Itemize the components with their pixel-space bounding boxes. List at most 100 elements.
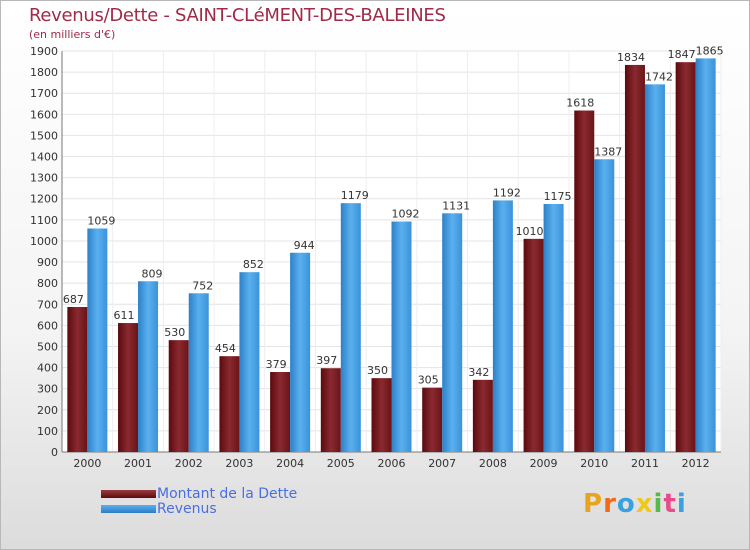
proxiti-logo: Proxiti — [583, 489, 687, 519]
data-label-revenus: 1092 — [392, 208, 420, 221]
data-label-revenus: 809 — [142, 267, 163, 280]
data-label-dette: 1010 — [516, 225, 544, 238]
y-tick-label: 1800 — [30, 66, 58, 79]
x-tick-label: 2004 — [276, 457, 304, 470]
data-label-dette: 687 — [63, 293, 84, 306]
data-label-revenus: 1387 — [594, 145, 622, 158]
x-tick-label: 2008 — [479, 457, 507, 470]
logo-letter: t — [663, 489, 677, 519]
x-tick-label: 2006 — [378, 457, 406, 470]
y-tick-label: 1700 — [30, 87, 58, 100]
x-tick-label: 2000 — [73, 457, 101, 470]
data-label-revenus: 852 — [243, 258, 264, 271]
x-tick-label: 2012 — [682, 457, 710, 470]
data-label-dette: 1618 — [566, 97, 594, 110]
data-label-revenus: 944 — [294, 239, 315, 252]
y-tick-label: 700 — [37, 298, 58, 311]
x-tick-label: 2009 — [530, 457, 558, 470]
y-tick-label: 600 — [37, 319, 58, 332]
bar-revenus — [87, 228, 108, 452]
data-label-revenus: 752 — [192, 279, 213, 292]
logo-letter: x — [635, 489, 654, 519]
y-tick-label: 1900 — [30, 45, 58, 58]
bar-revenus — [340, 203, 361, 452]
data-label-dette: 342 — [468, 366, 489, 379]
bar-revenus — [492, 200, 513, 452]
legend-label-dette: Montant de la Dette — [157, 486, 298, 502]
y-tick-label: 1600 — [30, 108, 58, 121]
bar-dette — [624, 64, 645, 452]
legend-label-revenus: Revenus — [157, 501, 217, 517]
bar-dette — [523, 238, 544, 452]
data-label-dette: 379 — [266, 358, 287, 371]
legend-swatch-dette — [101, 490, 156, 498]
bar-dette — [67, 307, 88, 452]
data-label-revenus: 1865 — [696, 44, 724, 57]
data-label-revenus: 1742 — [645, 70, 673, 83]
y-tick-label: 1000 — [30, 235, 58, 248]
y-tick-label: 400 — [37, 362, 58, 375]
bar-revenus — [543, 204, 564, 452]
bar-revenus — [644, 84, 665, 452]
bar-revenus — [442, 213, 463, 452]
logo-letter: r — [603, 489, 617, 519]
data-label-dette: 1834 — [617, 51, 645, 64]
y-tick-label: 800 — [37, 277, 58, 290]
legend-swatch-revenus — [101, 505, 156, 513]
y-tick-label: 1500 — [30, 129, 58, 142]
y-tick-label: 1200 — [30, 193, 58, 206]
x-tick-label: 2011 — [631, 457, 659, 470]
x-tick-label: 2003 — [225, 457, 253, 470]
bar-revenus — [138, 281, 159, 452]
bar-dette — [168, 340, 189, 452]
x-tick-label: 2002 — [175, 457, 203, 470]
data-label-revenus: 1175 — [544, 190, 572, 203]
data-label-dette: 1847 — [668, 48, 696, 61]
data-label-revenus: 1059 — [87, 214, 115, 227]
data-label-revenus: 1179 — [341, 189, 369, 202]
data-label-revenus: 1131 — [442, 199, 470, 212]
data-label-dette: 454 — [215, 342, 236, 355]
data-label-dette: 611 — [114, 309, 135, 322]
chart-subtitle: (en milliers d'€) — [29, 28, 116, 41]
bar-revenus — [290, 252, 311, 452]
logo-letter: P — [583, 489, 604, 519]
y-tick-label: 300 — [37, 383, 58, 396]
bar-dette — [219, 356, 240, 452]
y-tick-label: 200 — [37, 404, 58, 417]
y-tick-label: 900 — [37, 256, 58, 269]
y-tick-label: 100 — [37, 425, 58, 438]
bar-dette — [320, 368, 341, 452]
bar-dette — [422, 387, 443, 452]
y-tick-label: 0 — [51, 446, 58, 459]
data-label-dette: 350 — [367, 364, 388, 377]
bar-revenus — [239, 272, 260, 452]
y-tick-label: 1400 — [30, 151, 58, 164]
bar-revenus — [594, 159, 615, 452]
y-tick-label: 1100 — [30, 214, 58, 227]
y-tick-label: 500 — [37, 340, 58, 353]
logo-letter: o — [616, 489, 636, 519]
bar-dette — [472, 379, 493, 452]
data-label-dette: 305 — [418, 374, 439, 387]
bar-dette — [675, 62, 696, 452]
x-tick-label: 2010 — [580, 457, 608, 470]
data-label-revenus: 1192 — [493, 186, 521, 199]
data-label-dette: 530 — [164, 326, 185, 339]
x-tick-label: 2007 — [428, 457, 456, 470]
bar-dette — [270, 372, 291, 452]
bar-dette — [118, 323, 139, 452]
bar-dette — [574, 110, 595, 452]
y-tick-label: 1300 — [30, 172, 58, 185]
x-tick-label: 2001 — [124, 457, 152, 470]
x-tick-label: 2005 — [327, 457, 355, 470]
bar-revenus — [188, 293, 209, 452]
logo-letter: i — [676, 489, 687, 519]
bar-revenus — [695, 58, 716, 452]
chart-title: Revenus/Dette - SAINT-CLéMENT-DES-BALEIN… — [29, 5, 446, 26]
logo-letter: i — [653, 489, 664, 519]
bar-revenus — [391, 221, 412, 452]
bar-dette — [371, 378, 392, 452]
